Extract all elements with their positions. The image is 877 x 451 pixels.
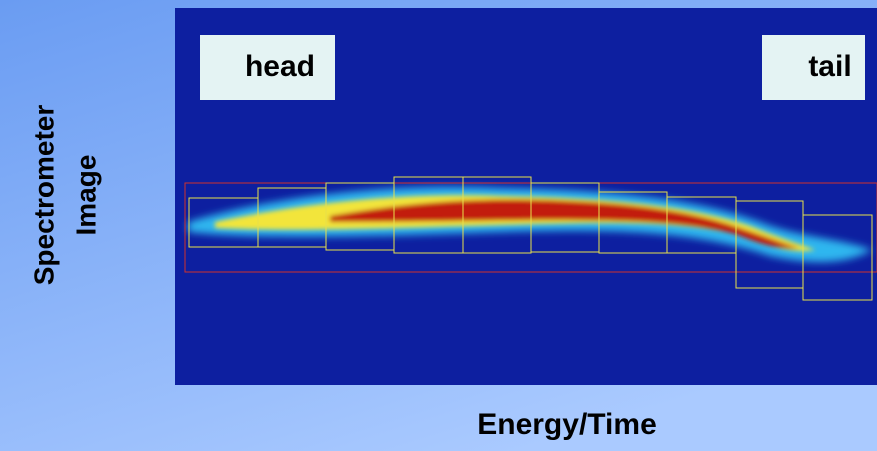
slice-box	[802, 214, 873, 301]
head-label-box	[200, 35, 335, 100]
y-axis-label: Spectrometer	[28, 105, 59, 286]
beam-core	[330, 199, 800, 249]
head-label: head	[245, 50, 315, 83]
x-axis-label: Energy/Time	[477, 408, 657, 441]
beam-middle	[215, 195, 815, 252]
spectrometer-image: head tail	[175, 8, 877, 385]
tail-label-box	[762, 35, 865, 100]
y-axis-label: Image	[70, 155, 101, 236]
tail-label: tail	[808, 50, 851, 83]
slice-boxes	[188, 176, 873, 301]
